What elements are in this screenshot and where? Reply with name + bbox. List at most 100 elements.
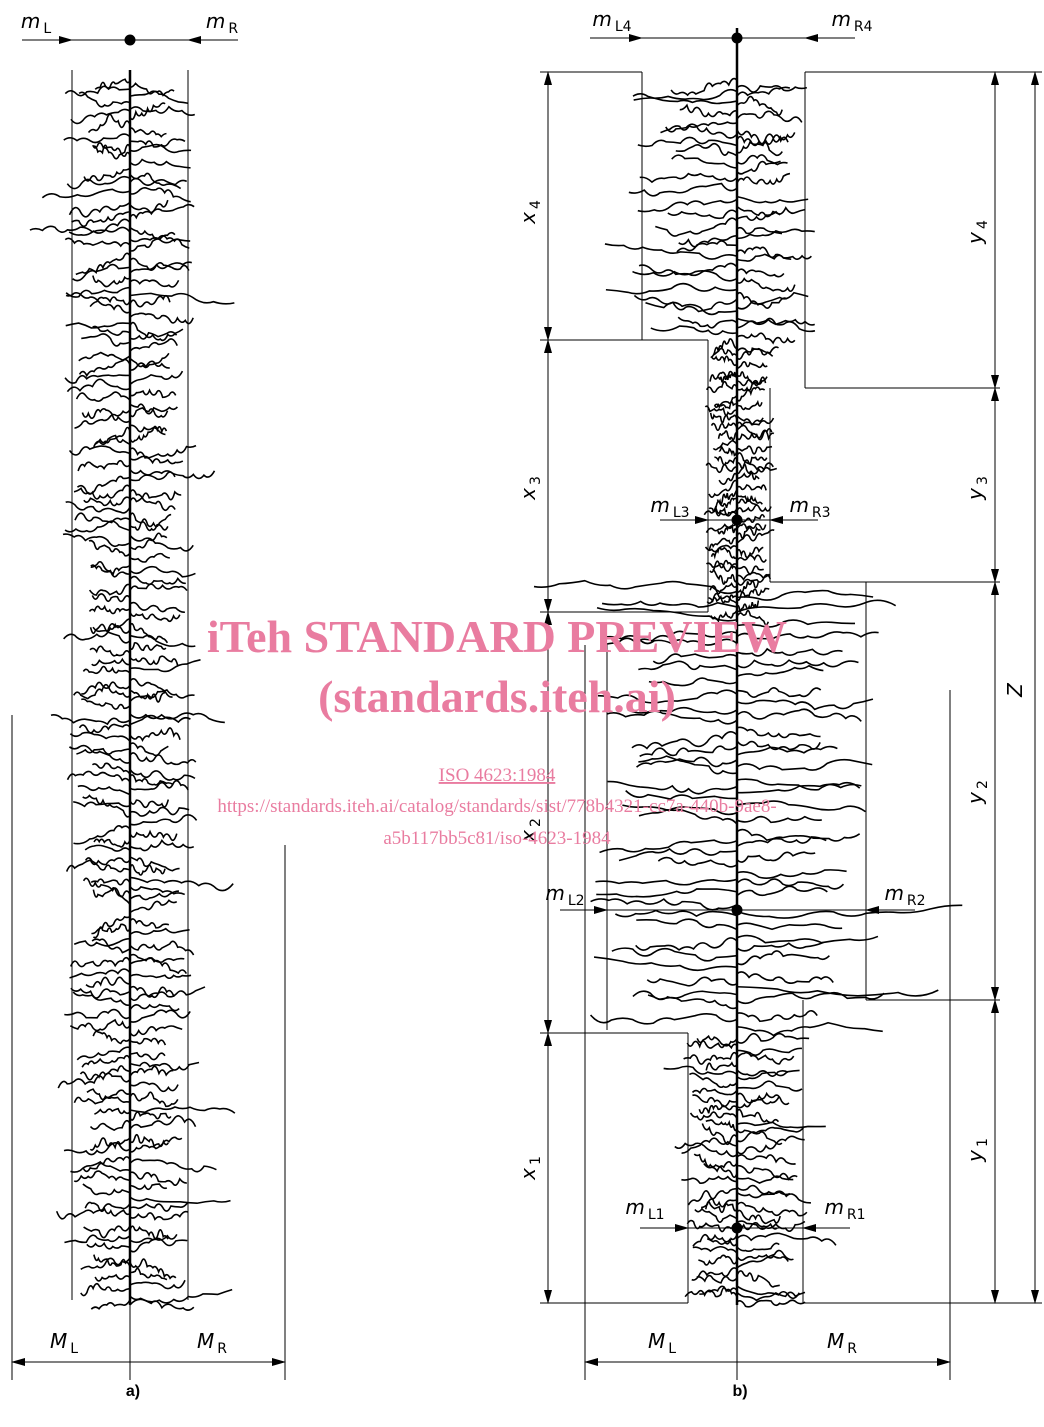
label: x1: [516, 1156, 544, 1181]
fiber: [736, 95, 783, 116]
watermark-url[interactable]: https://standards.iteh.ai/catalog/standa…: [217, 796, 776, 817]
label-subscript: R4: [854, 19, 873, 35]
fiber: [632, 93, 738, 105]
fiber: [69, 731, 131, 742]
fiber: [736, 1108, 780, 1124]
fiber: [736, 851, 816, 863]
fiber: [736, 659, 859, 669]
fiber: [692, 1233, 738, 1247]
fiber: [65, 291, 131, 314]
fiber: [736, 1126, 805, 1143]
fiber: [129, 471, 176, 482]
fiber: [736, 526, 761, 539]
label-subscript: L1: [648, 1207, 665, 1223]
fiber: [88, 539, 131, 557]
fiber: [71, 211, 131, 228]
label-symbol: M: [648, 1329, 665, 1353]
label: y4: [963, 220, 991, 245]
label-subscript: R: [847, 1341, 857, 1357]
fiber: [129, 532, 168, 551]
fiber: [91, 938, 131, 954]
fiber: [92, 144, 131, 157]
fiber: [129, 1081, 179, 1093]
fiber: [636, 756, 738, 768]
label-symbol: M: [50, 1329, 67, 1353]
fiber: [736, 206, 806, 222]
fiber: [597, 689, 738, 704]
fiber: [69, 1018, 131, 1032]
fiber: [589, 1012, 738, 1025]
fiber: [41, 188, 131, 199]
fiber: [129, 226, 190, 249]
fiber: [736, 172, 791, 185]
fiber: [714, 456, 738, 466]
fiber: [129, 583, 188, 592]
fiber: [736, 869, 847, 879]
watermark-standard[interactable]: ISO 4623:1984: [439, 765, 556, 786]
fiber: [694, 1207, 738, 1223]
fiber: [129, 257, 190, 271]
fiber: [736, 277, 796, 293]
fiber: [677, 316, 738, 329]
fiber: [87, 113, 131, 134]
fiber: [91, 762, 131, 775]
fiber: [89, 645, 131, 657]
fiber: [70, 108, 131, 125]
fiber: [129, 752, 197, 766]
fiber: [708, 479, 738, 498]
fiber: [638, 755, 738, 775]
fiber: [705, 462, 738, 474]
fiber: [76, 484, 131, 500]
fiber: [83, 167, 131, 182]
label-symbol: m: [625, 1195, 644, 1219]
watermark-url[interactable]: a5b117bb5c81/iso-4623-1984: [383, 828, 611, 849]
fiber: [77, 459, 131, 472]
fiber: [65, 286, 131, 298]
label-symbol: y: [963, 1149, 987, 1163]
fiber: [736, 1249, 794, 1269]
fiber: [93, 838, 131, 848]
fiber: [129, 611, 181, 623]
fiber: [129, 727, 181, 742]
fiber: [129, 886, 186, 896]
fiber: [129, 231, 176, 252]
fiber: [736, 971, 834, 985]
fiber: [82, 1183, 131, 1196]
fiber: [736, 415, 775, 426]
fiber: [698, 1254, 738, 1266]
label-symbol: x: [516, 212, 540, 225]
watermark-site: (standards.iteh.ai): [318, 671, 676, 722]
fiber: [736, 565, 765, 575]
fiber: [129, 927, 190, 936]
label: y3: [963, 476, 991, 501]
fiber: [55, 1203, 131, 1220]
fiber: [76, 747, 131, 755]
fiber: [632, 990, 738, 1001]
label: x3: [516, 476, 544, 501]
label-symbol: y: [963, 231, 987, 245]
fiber: [657, 856, 738, 868]
fiber: [81, 1054, 131, 1068]
fiber: [82, 1156, 131, 1173]
fiber: [736, 573, 772, 586]
fiber: [736, 332, 796, 345]
fiber: [129, 742, 169, 757]
fiber: [736, 698, 874, 711]
fiber: [699, 1287, 738, 1298]
fiber: [62, 533, 131, 548]
fiber: [129, 424, 166, 436]
label-symbol: x: [516, 488, 540, 501]
fiber: [736, 1253, 789, 1262]
fiber: [637, 198, 738, 213]
fiber: [129, 1003, 180, 1012]
fiber: [710, 422, 738, 432]
label-subscript: L: [43, 21, 51, 37]
fiber: [129, 521, 169, 532]
fiber: [129, 1091, 179, 1108]
fiber: [736, 580, 760, 594]
fiber: [129, 890, 179, 901]
fiber: [129, 714, 191, 726]
fiber: [652, 653, 738, 665]
caption: a): [126, 1383, 140, 1400]
